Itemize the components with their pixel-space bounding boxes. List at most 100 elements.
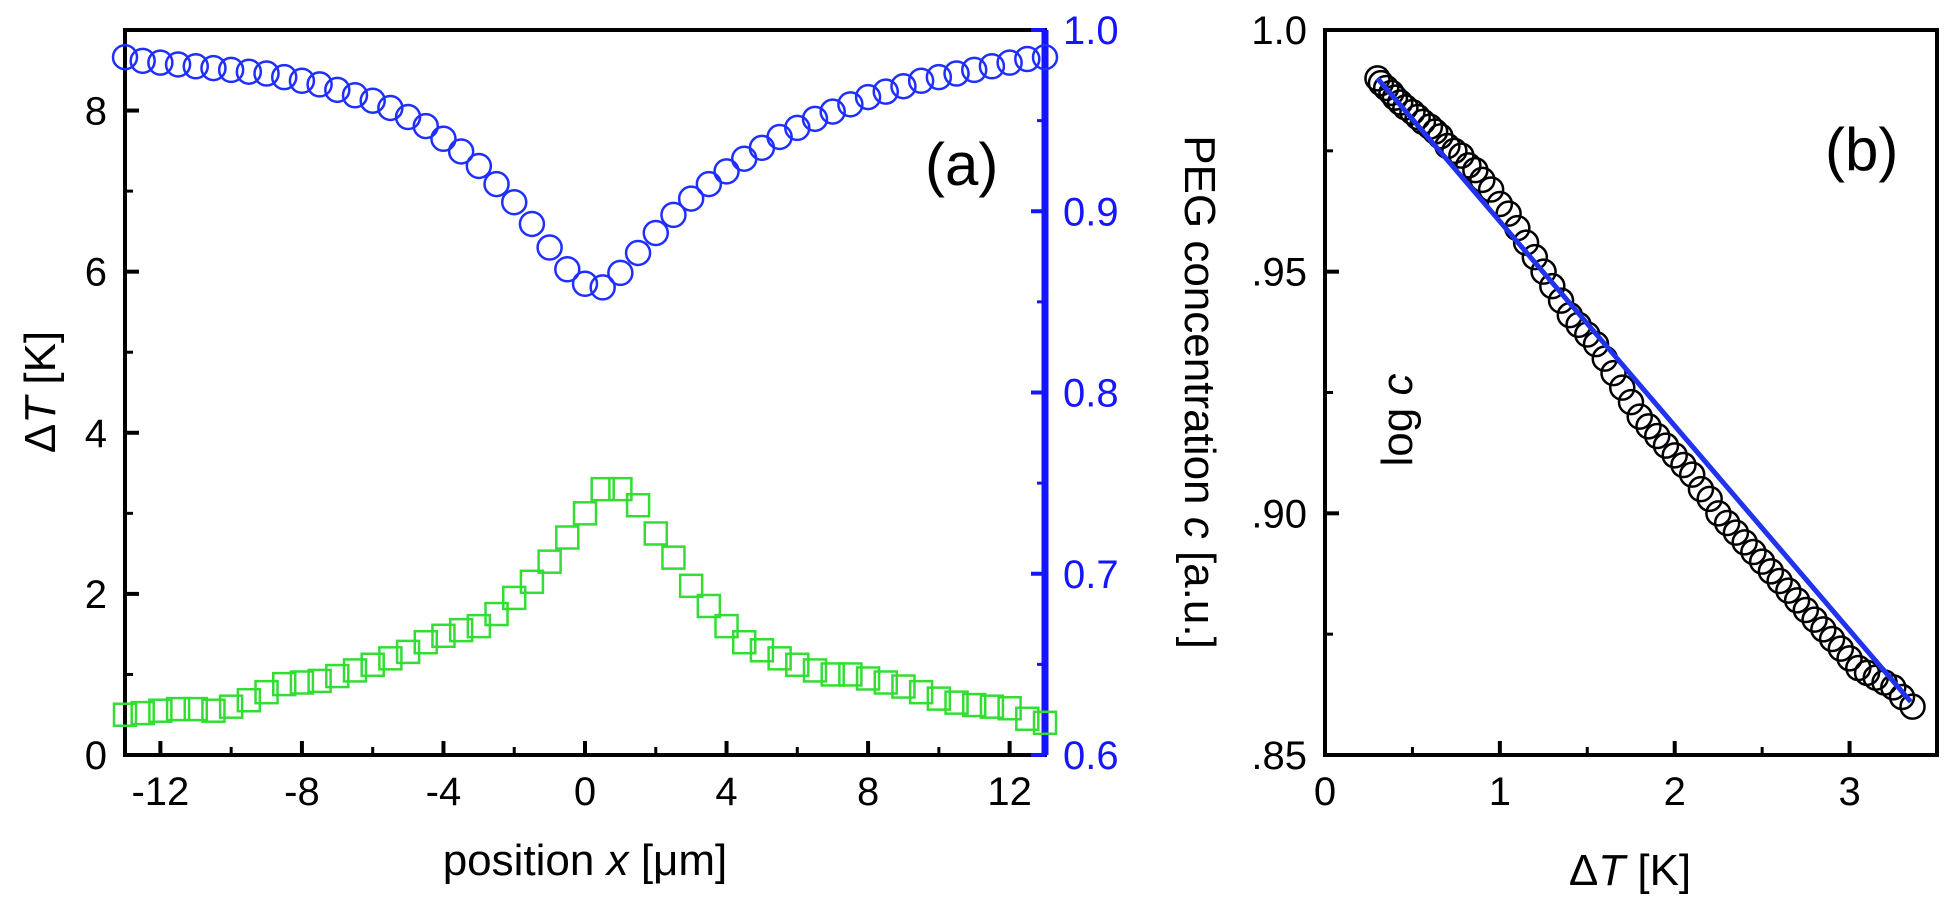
- panel-b-x-axis-title: ΔT [K]: [1569, 846, 1691, 895]
- panel-a-right-tick-label: 0.8: [1063, 372, 1119, 416]
- panel-b-data-point: [1609, 374, 1636, 401]
- panel-a-x-axis-title-prefix: position: [443, 836, 607, 885]
- panel-a-concentration-point: [200, 54, 227, 82]
- panel-a-concentration-point: [500, 188, 528, 216]
- panel-a-concentration-point: [925, 63, 953, 91]
- panel-a-tick-labels: -12 -8 -4 0 4 8 12 0 2 4 6 8 0.6 0.7 0.8 0.9 1.0: [85, 9, 1119, 814]
- panel-b-data-point: [1731, 529, 1758, 556]
- panel-a-concentration-point: [730, 145, 758, 172]
- panel-b-x-axis-title-var: T: [1598, 846, 1628, 895]
- panel-a-y-axis-title-suffix: [K]: [16, 331, 65, 397]
- panel-a-temperature-point: [908, 679, 934, 705]
- panel-a-frame: [123, 28, 1047, 757]
- panel-a-temperature-point: [855, 666, 881, 691]
- panel-a-x-axis-title-suffix: [μm]: [629, 836, 728, 885]
- panel-a-concentration-point: [784, 114, 811, 142]
- panel-a-temperature-point: [289, 670, 315, 695]
- panel-a-concentration-point: [182, 53, 210, 80]
- panel-a-temperature-point: [342, 658, 368, 683]
- panel-a-x-tick-label: 12: [987, 770, 1032, 814]
- panel-a-concentration-point: [235, 58, 263, 85]
- panel-b-data-point: [1626, 403, 1653, 430]
- panel-a-ticks: [125, 28, 1045, 757]
- panel-b-data-point: [1740, 538, 1767, 566]
- panel-a-concentration-point: [394, 103, 422, 131]
- panel-a-concentration-point: [253, 60, 280, 87]
- panel-a-concentration-point: [695, 170, 723, 198]
- panel-a-concentration-point: [819, 98, 846, 125]
- panel-a-temperature-point: [785, 652, 810, 678]
- panel-a-concentration-point: [854, 83, 882, 111]
- panel-a-concentration-point: [1031, 43, 1059, 71]
- panel-a-right-axis-title: PEG concentration c [a.u.]: [1175, 135, 1224, 649]
- panel-a-concentration-point: [960, 56, 988, 84]
- panel-a-temperature-point: [590, 476, 615, 502]
- panel-a-right-tick-label: 0.9: [1063, 190, 1119, 234]
- panel-a-concentration-point: [377, 94, 404, 122]
- panel-b-x-axis-title-prefix: Δ: [1569, 846, 1598, 895]
- panel-a-x-tick-label: 4: [715, 770, 737, 814]
- panel-b-y-tick-label: 1.0: [1251, 9, 1307, 53]
- panel-a-concentration-point: [907, 67, 935, 94]
- panel-a-concentration-point: [412, 112, 440, 140]
- panel-a-x-axis-title: position x [μm]: [443, 836, 728, 885]
- panel-a-x-axis-title-var: x: [605, 836, 631, 885]
- panel-a-concentration-series: [111, 43, 1059, 301]
- panel-a-temperature-point: [130, 700, 155, 726]
- panel-b-data-point: [1775, 577, 1802, 604]
- panel-a-right-tick-label: 0.6: [1063, 734, 1119, 778]
- panel-b-data-point: [1818, 625, 1846, 653]
- panel-a-concentration-point: [624, 239, 652, 267]
- panel-b-data-point: [1810, 616, 1837, 643]
- panel-a-temperature-point: [608, 476, 633, 502]
- panel-b-data-point: [1792, 596, 1820, 624]
- panel-b-y-tick-label: .90: [1251, 492, 1307, 536]
- panel-a-temperature-point: [767, 646, 792, 671]
- panel-a-concentration-point: [978, 53, 1006, 80]
- panel-a-temperature-point: [271, 671, 297, 697]
- panel-a-temperature-point: [979, 694, 1005, 719]
- panel-a-temperature-point: [307, 668, 332, 694]
- panel-a-concentration-point: [571, 270, 599, 297]
- panel-a-temperature-point: [961, 692, 987, 718]
- panel-a-x-tick-label: -4: [426, 770, 462, 814]
- panel-a-concentration-point: [164, 51, 192, 78]
- panel-b-data-point: [1670, 451, 1697, 479]
- panel-a-temperature-point: [555, 525, 580, 550]
- panel-a-temperature-point: [1032, 710, 1058, 736]
- panel-b-data-point: [1661, 442, 1688, 469]
- panel-a-concentration-point: [801, 105, 829, 133]
- panel-a-x-tick-label: -12: [131, 770, 189, 814]
- panel-b-y-tick-label: .95: [1251, 251, 1307, 295]
- panel-a-temperature-point: [325, 663, 350, 689]
- panel-a-concentration-point: [447, 138, 475, 165]
- panel-b-data-point: [1687, 475, 1715, 503]
- panel-a-temperature-point: [1015, 706, 1040, 731]
- panel-b-data-point: [1801, 606, 1828, 633]
- panel-b-data-point: [1888, 683, 1916, 711]
- panel-b-data-point: [1827, 635, 1855, 662]
- panel-a-concentration-point: [996, 49, 1023, 76]
- panel-b-data-point: [1899, 693, 1926, 720]
- panel-a-concentration-point: [837, 91, 864, 118]
- panel-a-temperature-point: [714, 613, 739, 639]
- panel-b-x-tick-label: 0: [1314, 770, 1336, 814]
- panel-a-concentration-point: [518, 210, 546, 238]
- panel-b-data-point: [1455, 152, 1482, 179]
- panel-a-x-tick-label: -8: [284, 770, 320, 814]
- panel-a-temperature-point: [413, 629, 439, 655]
- panel-a-y-tick-label: 2: [85, 573, 107, 617]
- panel-a-temperature-point: [926, 686, 952, 711]
- panel-b-data-point: [1643, 422, 1671, 450]
- panel-a-concentration-point: [890, 72, 917, 100]
- panel-b-data-point: [1783, 587, 1811, 614]
- panel-a-temperature-point: [254, 679, 279, 705]
- panel-b-y-axis-title-prefix: log: [1373, 396, 1422, 467]
- panel-a-right-tick-label: 1.0: [1063, 9, 1119, 53]
- panel-a-temperature-point: [873, 670, 899, 695]
- panel-b-data-point: [1367, 69, 1395, 97]
- panel-b-data-point: [1547, 287, 1575, 314]
- panel-a-concentration-point: [111, 43, 139, 71]
- panel-b-label: (b): [1825, 116, 1898, 183]
